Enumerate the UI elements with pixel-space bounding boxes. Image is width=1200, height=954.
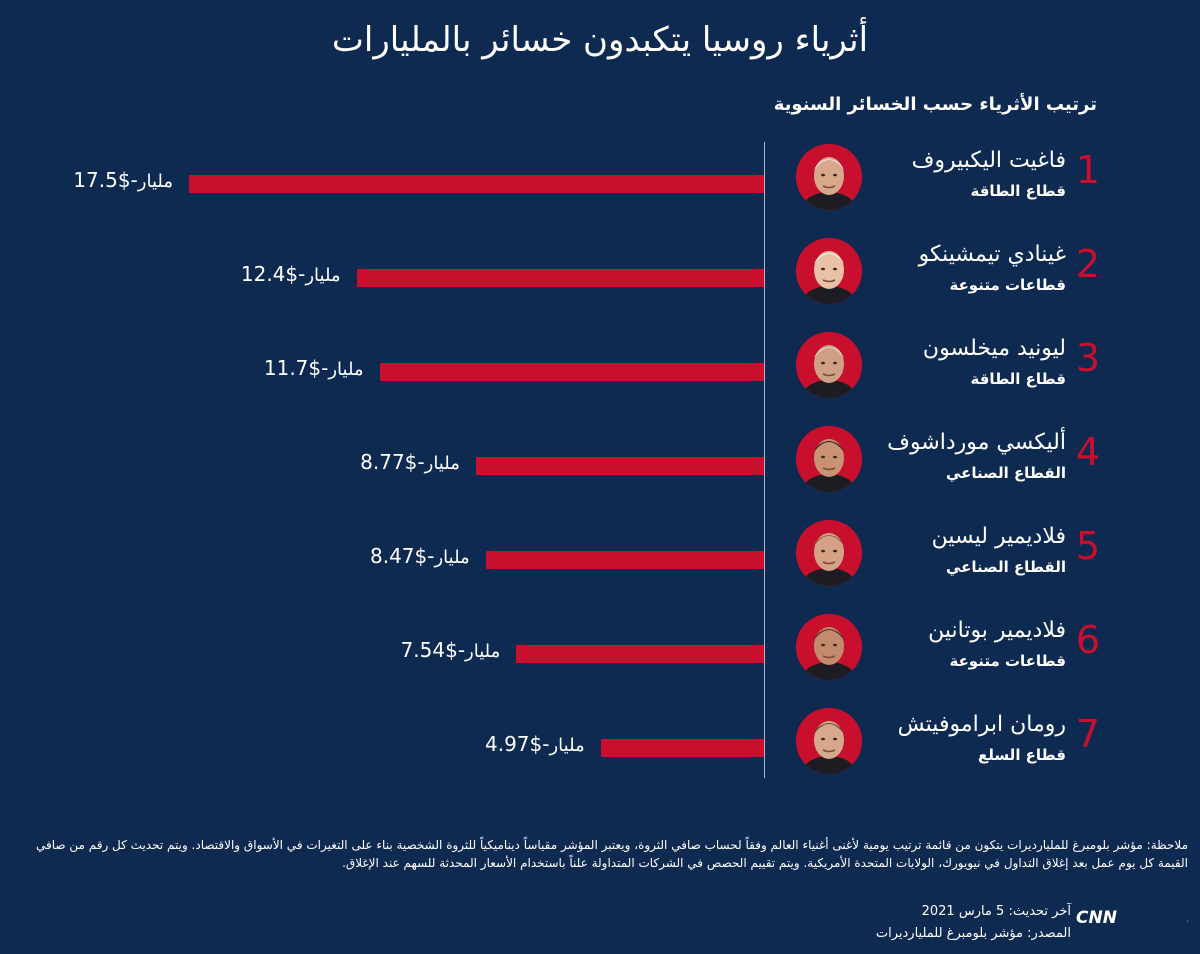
- value-number: -$8.77: [360, 450, 425, 474]
- value-label: مليار-$8.47: [370, 544, 476, 568]
- last-updated: آخر تحديث: 5 مارس 2021: [921, 904, 1071, 919]
- chart-row: مليار-$8.47 فلاديمير ليسين القطاع الصناعي 5: [0, 518, 1200, 614]
- unit-label: مليار: [465, 641, 501, 662]
- person-avatar: [796, 332, 862, 398]
- value-number: -$8.47: [370, 544, 435, 568]
- person-avatar: [796, 614, 862, 680]
- alarabiya-cnn-logo: العربية CNN: [1076, 902, 1188, 932]
- svg-text:CNN: CNN: [1076, 908, 1117, 928]
- rank-number: 6: [1075, 618, 1101, 662]
- person-avatar: [796, 708, 862, 774]
- chart-row: مليار-$7.54 فلاديمير بوتانين قطاعات متنوعة…: [0, 612, 1200, 708]
- person-sector: قطاع الطاقة: [970, 182, 1066, 200]
- value-number: -$11.7: [263, 356, 329, 380]
- bar: [475, 457, 764, 475]
- chart-title: أثرياء روسيا يتكبدون خسائر بالمليارات: [331, 20, 869, 60]
- rank-number: 2: [1075, 242, 1101, 286]
- value-number: -$17.5: [73, 168, 138, 192]
- svg-text:العربية: العربية: [1186, 902, 1188, 932]
- value-label: مليار-$11.7: [264, 356, 370, 380]
- bar: [356, 269, 764, 287]
- person-avatar: [796, 238, 862, 304]
- person-portrait-icon: [796, 520, 862, 586]
- chart-row: مليار-$11.7 ليونيد ميخلسون قطاع الطاقة 3: [0, 330, 1200, 426]
- zero-axis-line: [764, 142, 765, 778]
- person-portrait-icon: [796, 426, 862, 492]
- bar: [485, 551, 764, 569]
- value-label: مليار-$17.5: [73, 168, 179, 192]
- chart-row: مليار-$4.97 رومان ابراموفيتش قطاع السلع 7: [0, 706, 1200, 802]
- value-label: مليار-$12.4: [241, 262, 347, 286]
- bar: [516, 645, 764, 663]
- person-portrait-icon: [796, 332, 862, 398]
- unit-label: مليار: [137, 171, 173, 192]
- person-portrait-icon: [796, 238, 862, 304]
- person-portrait-icon: [796, 144, 862, 210]
- person-portrait-icon: [796, 708, 862, 774]
- person-sector: قطاعات متنوعة: [949, 652, 1066, 670]
- value-number: -$4.97: [485, 732, 550, 756]
- bar: [189, 175, 764, 193]
- person-avatar: [796, 144, 862, 210]
- chart-row: مليار-$17.5 فاغيت اليكبيروف قطاع الطاقة 1: [0, 142, 1200, 238]
- rank-number: 1: [1075, 148, 1101, 192]
- value-number: -$12.4: [240, 262, 306, 286]
- rank-number: 5: [1075, 524, 1101, 568]
- unit-label: مليار: [434, 547, 470, 568]
- person-sector: القطاع الصناعي: [945, 558, 1066, 576]
- chart-subtitle: ترتيب الأثرياء حسب الخسائر السنوية: [773, 94, 1097, 115]
- value-label: مليار-$8.77: [360, 450, 466, 474]
- person-sector: قطاعات متنوعة: [949, 276, 1066, 294]
- unit-label: مليار: [549, 735, 585, 756]
- unit-label: مليار: [305, 265, 341, 286]
- bar: [600, 739, 764, 757]
- value-number: -$7.54: [400, 638, 466, 662]
- source-credit: المصدر: مؤشر بلومبرغ للمليارديرات: [875, 926, 1071, 941]
- person-sector: قطاع الطاقة: [970, 370, 1066, 388]
- person-name: فاغيت اليكبيروف: [911, 148, 1066, 173]
- unit-label: مليار: [328, 359, 364, 380]
- footnote: ملاحظة: مؤشر بلومبرغ للمليارديرات يتكون …: [35, 838, 1188, 870]
- bar: [379, 363, 764, 381]
- person-sector: القطاع الصناعي: [945, 464, 1066, 482]
- person-name: أليكسي مورداشوف: [887, 430, 1066, 455]
- rank-number: 7: [1075, 712, 1101, 756]
- person-name: رومان ابراموفيتش: [897, 712, 1066, 737]
- rank-number: 3: [1075, 336, 1101, 380]
- value-label: مليار-$7.54: [401, 638, 507, 662]
- person-name: ليونيد ميخلسون: [922, 336, 1066, 361]
- rank-number: 4: [1075, 430, 1101, 474]
- person-avatar: [796, 426, 862, 492]
- value-label: مليار-$4.97: [485, 732, 591, 756]
- chart-row: مليار-$12.4 غينادي تيمشينكو قطاعات متنوعة 2: [0, 236, 1200, 332]
- unit-label: مليار: [424, 453, 460, 474]
- person-name: غينادي تيمشينكو: [918, 242, 1066, 267]
- chart-row: مليار-$8.77 أليكسي مورداشوف القطاع الصناعي…: [0, 424, 1200, 520]
- person-avatar: [796, 520, 862, 586]
- person-name: فلاديمير ليسين: [931, 524, 1066, 549]
- person-name: فلاديمير بوتانين: [928, 618, 1066, 643]
- person-portrait-icon: [796, 614, 862, 680]
- person-sector: قطاع السلع: [978, 746, 1066, 764]
